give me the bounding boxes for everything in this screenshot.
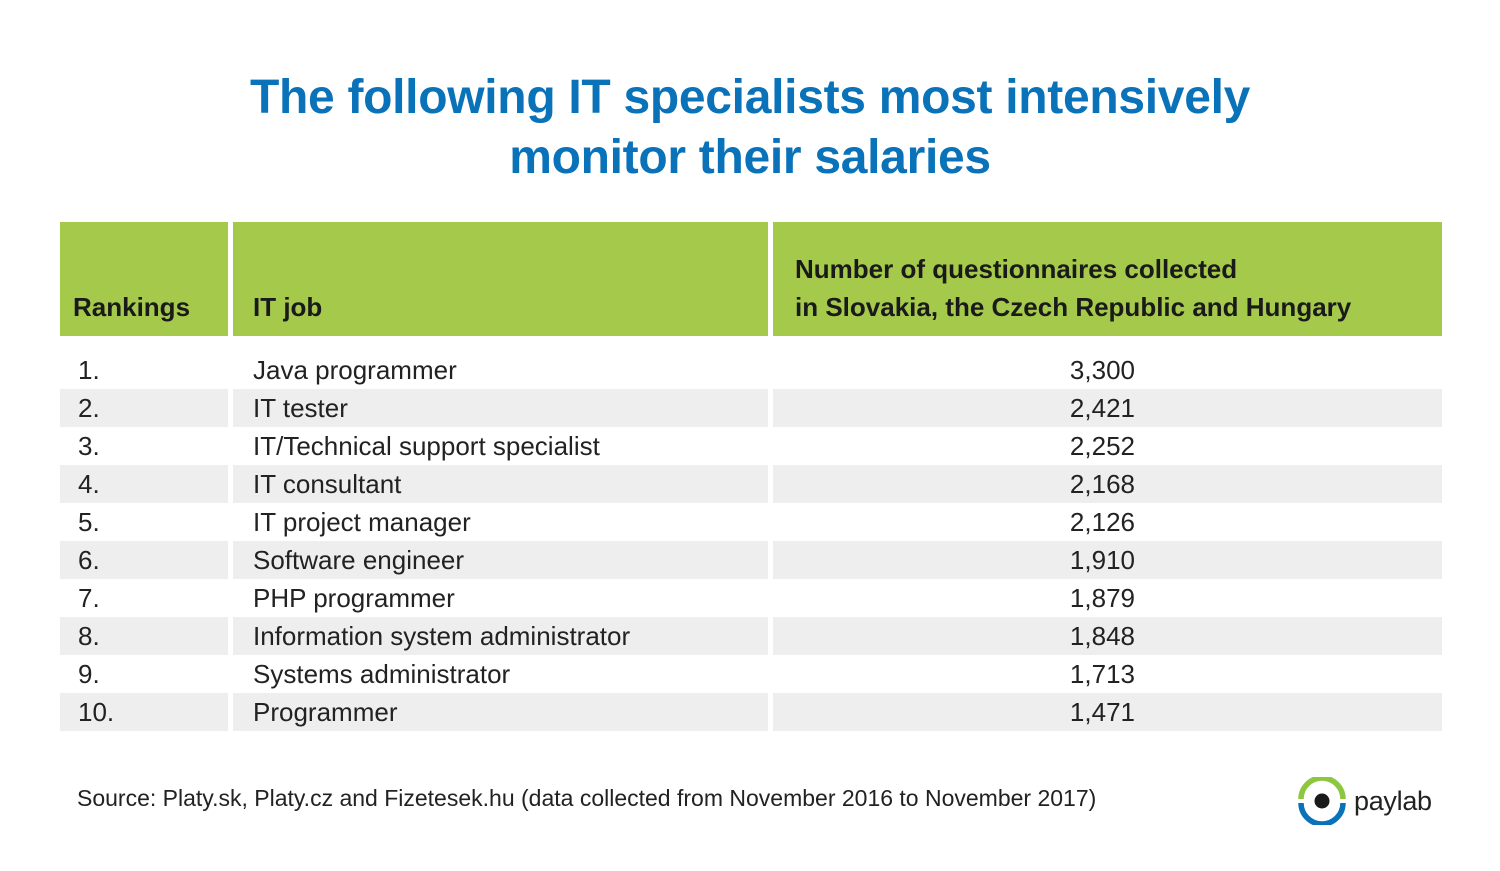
eye-icon [1298, 777, 1346, 825]
header-questionnaires-line-2: in Slovakia, the Czech Republic and Hung… [795, 292, 1352, 322]
rank-cell: 3. [78, 431, 100, 461]
count-cell: 1,713 [1069, 659, 1135, 689]
title-line-2: monitor their salaries [509, 131, 991, 184]
header-questionnaires-line-1: Number of questionnaires collected [795, 254, 1238, 284]
table-row: 10. Programmer 1,471 [0, 693, 1500, 731]
header-questionnaires: Number of questionnaires collected in Sl… [773, 222, 1442, 336]
count-cell: 2,252 [1069, 431, 1135, 461]
table-row: 6. Software engineer 1,910 [0, 541, 1500, 579]
logo-text: paylab [1354, 785, 1432, 816]
table-row: 5. IT project manager 2,126 [0, 503, 1500, 541]
header-rankings: Rankings [60, 222, 228, 336]
count-cell: 2,421 [773, 389, 1442, 427]
job-cell: Software engineer [233, 541, 768, 579]
table-row: 9. Systems administrator 1,713 [0, 655, 1500, 693]
table-row: 4. IT consultant 2,168 [0, 465, 1500, 503]
rank-cell: 10. [60, 693, 228, 731]
rank-cell: 8. [60, 617, 228, 655]
table-row: 3. IT/Technical support specialist 2,252 [0, 427, 1500, 465]
job-cell: Java programmer [253, 355, 457, 385]
rank-cell: 9. [78, 659, 100, 689]
table-row: 7. PHP programmer 1,879 [0, 579, 1500, 617]
job-cell: Information system administrator [233, 617, 768, 655]
paylab-logo: paylab [1298, 777, 1432, 825]
count-cell: 1,471 [773, 693, 1442, 731]
source-note: Source: Platy.sk, Platy.cz and Fizetesek… [77, 785, 1097, 811]
job-cell: IT consultant [233, 465, 768, 503]
count-cell: 2,126 [1069, 507, 1135, 537]
rank-cell: 5. [78, 507, 100, 537]
job-cell: PHP programmer [253, 583, 455, 613]
count-cell: 1,910 [773, 541, 1442, 579]
rank-cell: 4. [60, 465, 228, 503]
job-cell: IT/Technical support specialist [253, 431, 600, 461]
job-cell: Programmer [233, 693, 768, 731]
count-cell: 1,848 [773, 617, 1442, 655]
job-cell: IT tester [233, 389, 768, 427]
rank-cell: 1. [78, 355, 100, 385]
table-row: 2. IT tester 2,421 [0, 389, 1500, 427]
count-cell: 2,168 [773, 465, 1442, 503]
rank-cell: 7. [78, 583, 100, 613]
header-it-job: IT job [233, 222, 768, 336]
page-title: The following IT specialists most intens… [0, 68, 1500, 188]
count-cell: 3,300 [1069, 355, 1135, 385]
job-cell: IT project manager [253, 507, 471, 537]
count-cell: 1,879 [1069, 583, 1135, 613]
table-row: 1. Java programmer 3,300 [0, 351, 1500, 389]
title-line-1: The following IT specialists most intens… [249, 71, 1251, 124]
header-rankings-label: Rankings [73, 292, 191, 322]
job-cell: Systems administrator [253, 659, 511, 689]
header-it-job-label: IT job [253, 292, 323, 322]
rank-cell: 2. [60, 389, 228, 427]
rank-cell: 6. [60, 541, 228, 579]
table-row: 8. Information system administrator 1,848 [0, 617, 1500, 655]
